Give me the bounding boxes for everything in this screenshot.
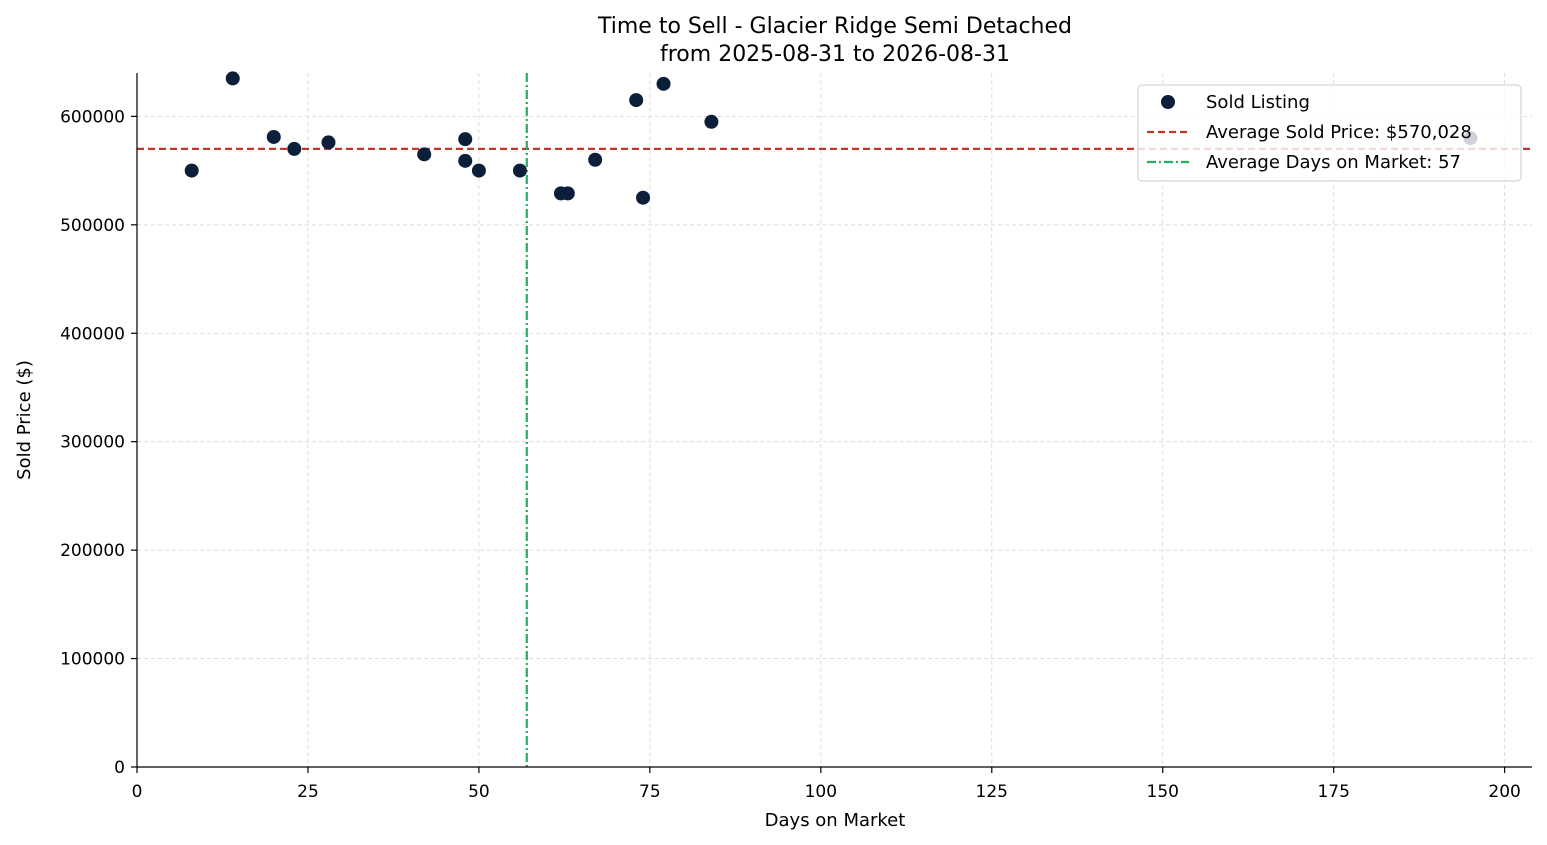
- y-tick-label: 200000: [60, 541, 125, 561]
- y-axis-label: Sold Price ($): [14, 360, 35, 480]
- sold-listing-point: [656, 76, 671, 91]
- legend: Sold Listing Average Sold Price: $570,02…: [1137, 84, 1522, 182]
- legend-marker-sold-listing: [1161, 95, 1175, 109]
- sold-listing-point: [704, 114, 719, 129]
- chart-subtitle: from 2025-08-31 to 2026-08-31: [660, 42, 1010, 67]
- sold-listing-point: [629, 93, 644, 108]
- x-tick-label: 100: [805, 782, 837, 802]
- chart-title: Time to Sell - Glacier Ridge Semi Detach…: [597, 14, 1072, 39]
- y-tick-label: 600000: [60, 107, 125, 127]
- x-tick-label: 150: [1147, 782, 1179, 802]
- legend-label-avg-days: Average Days on Market: 57: [1206, 152, 1461, 173]
- sold-listing-point: [588, 152, 603, 167]
- y-tick-label: 300000: [60, 433, 125, 453]
- y-tick-label: 400000: [60, 324, 125, 344]
- x-tick-label: 50: [468, 782, 490, 802]
- y-tick-label: 500000: [60, 216, 125, 236]
- scatter-points: [184, 71, 1478, 205]
- x-tick-label: 0: [132, 782, 143, 802]
- x-tick-label: 200: [1488, 782, 1520, 802]
- sold-listing-point: [417, 147, 432, 162]
- sold-listing-point: [636, 190, 651, 205]
- sold-listing-point: [225, 71, 240, 86]
- x-tick-label: 125: [976, 782, 1008, 802]
- legend-label-avg-price: Average Sold Price: $570,028: [1206, 122, 1472, 143]
- x-axis-label: Days on Market: [765, 810, 906, 831]
- sold-listing-point: [287, 141, 302, 156]
- x-tick-label: 175: [1317, 782, 1349, 802]
- sold-listing-point: [458, 132, 473, 147]
- y-tick-label: 0: [114, 758, 125, 778]
- grid-lines: [137, 73, 1532, 767]
- reference-lines: [137, 73, 1532, 767]
- legend-box: [1137, 84, 1522, 182]
- x-tick-label: 75: [639, 782, 661, 802]
- legend-label-sold-listing: Sold Listing: [1206, 92, 1310, 113]
- x-axis-ticks: 0 25 50 75 100 125 150 175 200: [132, 767, 1521, 802]
- sold-listing-point: [184, 163, 199, 178]
- x-tick-label: 25: [297, 782, 319, 802]
- sold-listing-point: [512, 163, 527, 178]
- sold-listing-point: [560, 186, 575, 201]
- sold-listing-point: [321, 135, 336, 150]
- sold-listing-point: [471, 163, 486, 178]
- y-axis-ticks: 0 100000 200000 300000 400000 500000 600000: [60, 107, 137, 778]
- y-tick-label: 100000: [60, 650, 125, 670]
- sold-listing-point: [266, 129, 281, 144]
- sold-listing-point: [458, 153, 473, 168]
